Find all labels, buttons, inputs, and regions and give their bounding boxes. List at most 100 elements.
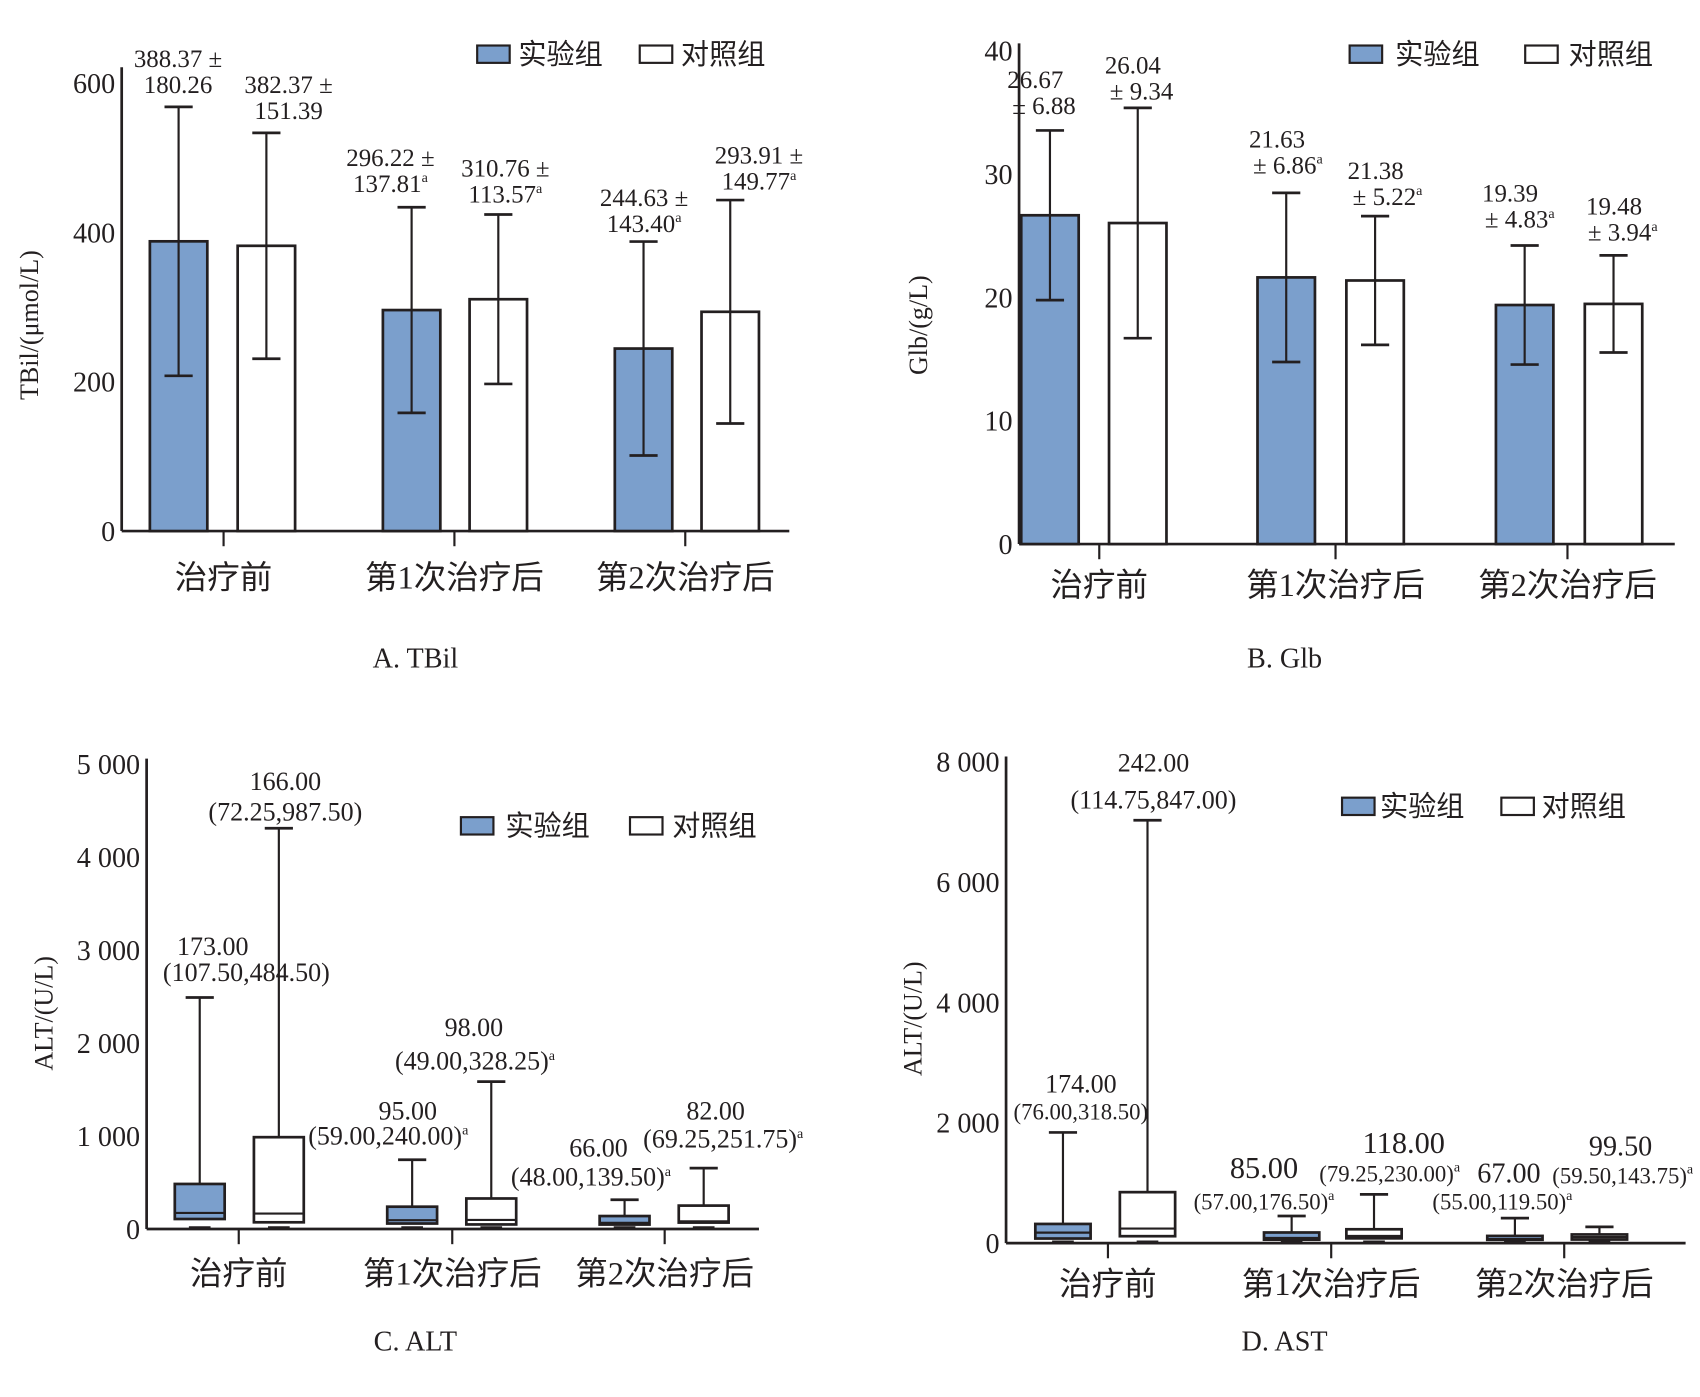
data-label-line2: (48.00,139.50)a (511, 1163, 672, 1192)
y-axis-label: Glb/(g/L) (904, 275, 933, 375)
x-tick-label: 第1次治疗后 (365, 559, 544, 596)
data-label-line1: 19.48 (1586, 194, 1642, 221)
legend-swatch-control (638, 44, 674, 64)
data-label-line1: 293.91 ± (715, 143, 803, 170)
data-label-line1: 166.00 (250, 767, 322, 796)
data-label-line1: 118.00 (1363, 1126, 1445, 1160)
data-label-line1: 21.38 (1348, 158, 1404, 185)
y-tick-label: 10 (984, 407, 1012, 438)
legend-label-experimental: 实验组 (1395, 39, 1479, 71)
x-tick-label: 治疗前 (175, 559, 273, 596)
x-tick-label: 治疗前 (190, 1255, 288, 1292)
data-label-line1: 26.67 (1007, 67, 1063, 94)
y-tick-label: 20 (984, 283, 1012, 314)
x-tick-label: 第1次治疗后 (1242, 1266, 1421, 1303)
significance-mark: a (790, 168, 797, 184)
significance-mark: a (1651, 219, 1658, 235)
x-tick-label: 第1次治疗后 (1246, 567, 1425, 604)
data-label-line2: ± 4.83a (1485, 206, 1555, 234)
chart-title: C. ALT (374, 1326, 457, 1357)
panel-d-ast: 0 2 000 4 000 6 000 8 000 治疗前 第1次治疗后 第2次治疗后 ALT/… (899, 748, 1694, 1358)
data-label-line2: (49.00,328.25)a (395, 1047, 556, 1076)
significance-mark: a (1548, 206, 1555, 222)
significance-mark: a (665, 1164, 672, 1180)
y-tick-label: 2 000 (77, 1029, 140, 1060)
data-label-line1: 85.00 (1230, 1151, 1298, 1185)
data-label-line2: 143.40a (607, 210, 683, 238)
data-label-line1: 21.63 (1249, 126, 1305, 153)
data-label-line2: 113.57a (468, 181, 543, 209)
data-label-line2: (114.75,847.00) (1071, 786, 1237, 815)
data-label-line2: ± 3.94a (1588, 219, 1658, 247)
y-axis-label: ALT/(U/L) (899, 961, 928, 1076)
data-label-line1: 82.00 (686, 1097, 745, 1126)
legend-label-control: 对照组 (681, 39, 765, 71)
data-label-line1: 95.00 (379, 1097, 438, 1126)
x-tick-label: 治疗前 (1059, 1266, 1157, 1303)
chart-title: D. AST (1242, 1326, 1328, 1357)
y-axis-label: TBil/(μmol/L) (15, 250, 44, 400)
data-label-line1: 26.04 (1105, 53, 1162, 80)
y-tick-label: 5 000 (77, 750, 140, 781)
data-label-line2: 180.26 (144, 72, 213, 99)
data-label-line1: 174.00 (1045, 1069, 1117, 1098)
y-tick-label: 8 000 (936, 748, 999, 779)
data-label-line2: 151.39 (254, 98, 323, 125)
significance-mark: a (549, 1048, 556, 1064)
data-label-line1: 173.00 (177, 932, 249, 961)
significance-mark: a (1566, 1188, 1573, 1204)
significance-mark: a (675, 210, 682, 226)
legend-swatch-control (1524, 44, 1559, 64)
data-label-line2: ± 5.22a (1353, 183, 1423, 211)
legend-swatch-control (1500, 796, 1535, 817)
significance-mark: a (536, 181, 543, 197)
significance-mark: a (1416, 183, 1423, 199)
y-tick-label: 3 000 (77, 936, 140, 967)
panel-c-alt: 0 1 000 2 000 3 000 4 000 5 000 治疗前 第1次治疗后 第2次治疗… (29, 750, 804, 1358)
x-tick-label: 第2次治疗后 (1478, 567, 1657, 604)
legend-swatch-experimental (476, 44, 511, 64)
data-label-line2: 137.81a (353, 170, 429, 198)
data-label-line2: ± 6.86a (1253, 152, 1323, 180)
y-tick-label: 30 (984, 160, 1012, 191)
x-tick-label: 第2次治疗后 (1475, 1266, 1654, 1303)
data-label-line1: 99.50 (1589, 1131, 1652, 1162)
box (1262, 1231, 1321, 1242)
box (1345, 1227, 1404, 1240)
y-axis-label: ALT/(U/L) (29, 956, 58, 1071)
y-tick-label: 4 000 (936, 988, 999, 1019)
legend-label-experimental: 实验组 (1380, 791, 1464, 823)
bar (1019, 213, 1081, 546)
legend-swatch-experimental (459, 816, 495, 836)
data-label-line2: ± 6.88 (1012, 93, 1075, 120)
y-tick-label: 4 000 (77, 843, 140, 874)
significance-mark: a (1687, 1162, 1694, 1178)
data-label-line2: (57.00,176.50)a (1194, 1188, 1336, 1215)
data-label-line2: (76.00,318.50) (1014, 1100, 1149, 1125)
legend-label-control: 对照组 (1541, 791, 1625, 823)
legend-swatch-control (628, 816, 664, 836)
box (598, 1214, 651, 1226)
y-tick-label: 0 (985, 1229, 999, 1260)
data-label-line1: 67.00 (1477, 1158, 1540, 1189)
legend-label-experimental: 实验组 (505, 811, 589, 843)
panel-b-glb: 0 10 20 30 40 治疗前 第1次治疗后 第2次治疗后 Glb/(g/L) B. Glb 实… (904, 37, 1675, 675)
significance-mark: a (1316, 152, 1323, 168)
panel-a-tbil: 0 200 400 600 治疗前 第1次治疗后 第2次治疗后 TBil/(μmol/L) A.… (15, 39, 803, 675)
significance-mark: a (462, 1123, 469, 1139)
legend-swatch-experimental (1340, 796, 1376, 817)
data-label-line2: (72.25,987.50) (208, 797, 362, 826)
box (252, 1135, 306, 1224)
data-label-line2: (69.25,251.75)a (643, 1125, 804, 1154)
legend-label-experimental: 实验组 (518, 39, 602, 71)
legend-label-control: 对照组 (1569, 39, 1653, 71)
y-tick-label: 0 (101, 517, 115, 548)
data-label-line1: 388.37 ± (134, 46, 222, 73)
chart-title: B. Glb (1247, 644, 1322, 675)
data-label-line1: 296.22 ± (346, 145, 434, 172)
data-label-line1: 382.37 ± (244, 72, 332, 99)
chart-title: A. TBil (373, 644, 459, 675)
data-label-line1: 310.76 ± (461, 156, 549, 183)
x-tick-label: 第1次治疗后 (363, 1255, 542, 1292)
